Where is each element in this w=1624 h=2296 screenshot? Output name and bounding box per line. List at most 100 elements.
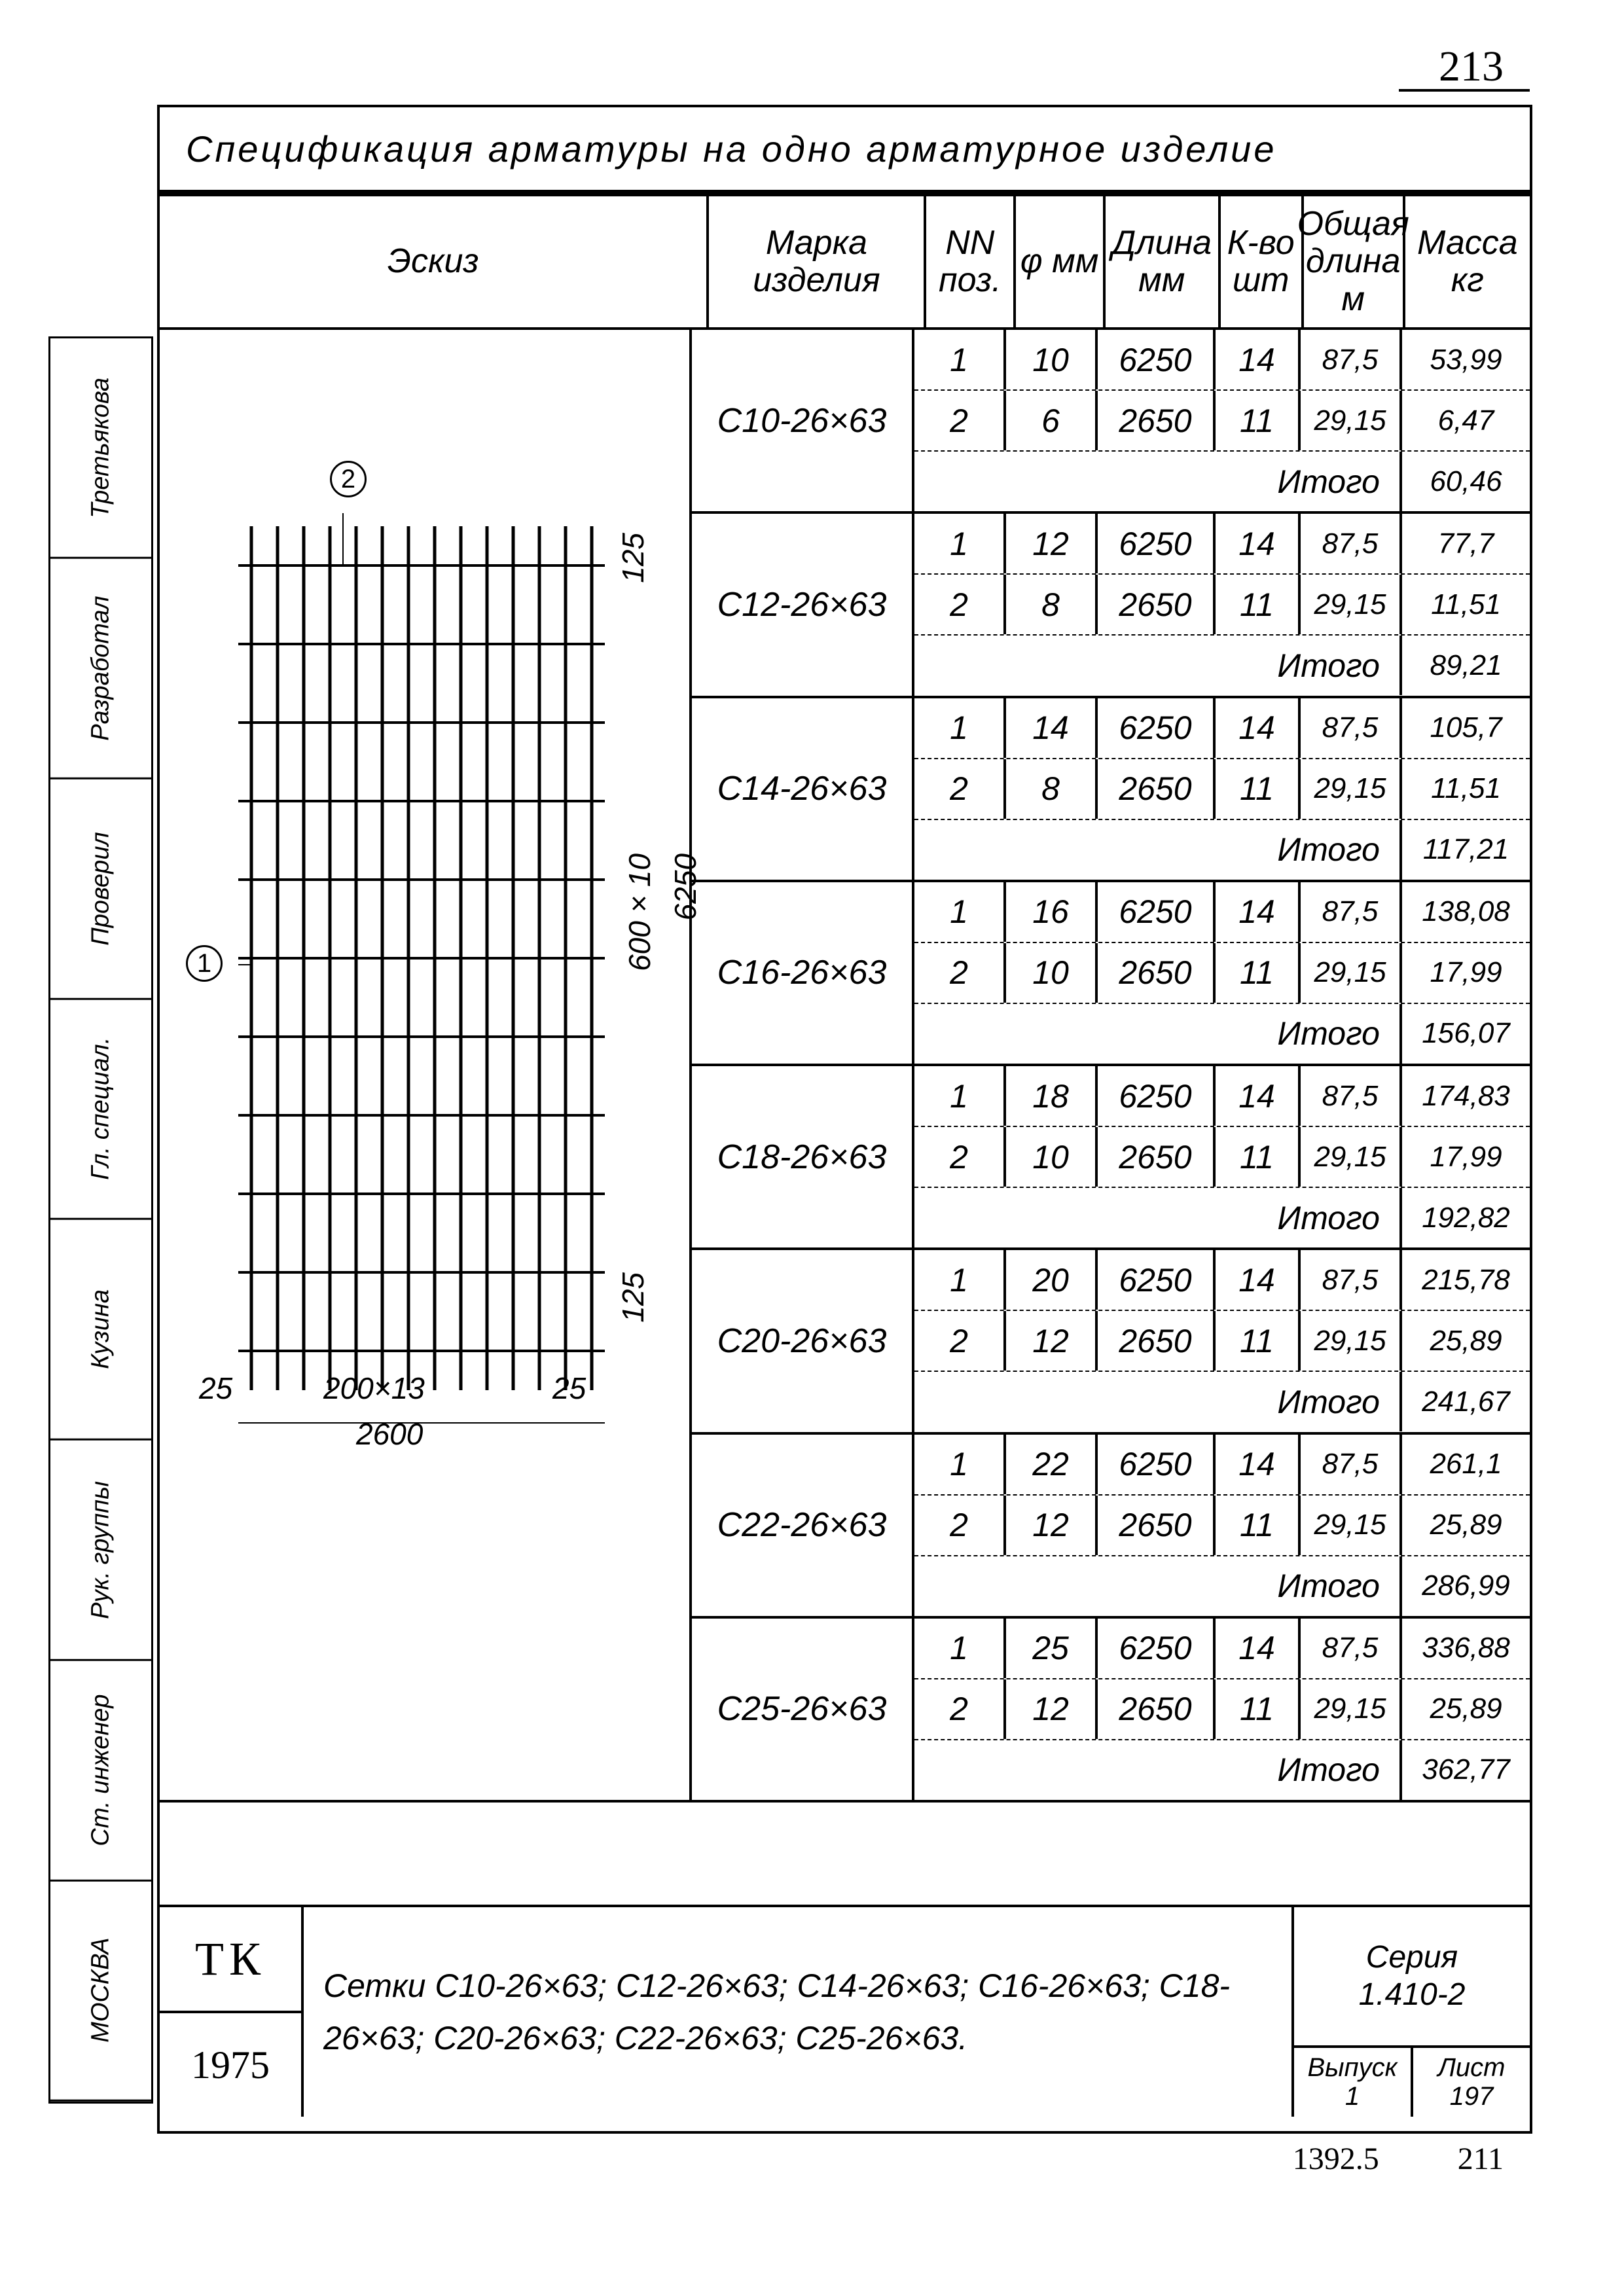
cell: 6 (1006, 391, 1098, 450)
cell: 25,89 (1402, 1496, 1530, 1555)
tb-vypusk: Выпуск 1 (1294, 2048, 1413, 2117)
cell: 16 (1006, 882, 1098, 942)
cell: 8 (1006, 759, 1098, 819)
cell: 8 (1006, 575, 1098, 634)
itogo-row: Итого286,99 (914, 1556, 1530, 1616)
table-row: 11462501487,5105,7 (914, 698, 1530, 759)
itogo-row: Итого117,21 (914, 820, 1530, 880)
bind-f: Проверил (50, 780, 151, 1000)
spacer (160, 1803, 1530, 1907)
group-rows: 12062501487,5215,7821226501129,1525,89Ит… (914, 1250, 1530, 1431)
binding-strip: МОСКВА Ст. инженер Рук. группы Кузина Гл… (48, 336, 153, 2104)
cell: 12 (1006, 514, 1098, 573)
tb-list-lbl: Лист (1438, 2053, 1506, 2082)
cell: 29,15 (1301, 1127, 1402, 1187)
cell: 6250 (1098, 882, 1216, 942)
cell: 2 (914, 1496, 1006, 1555)
cell: 6,47 (1402, 391, 1530, 450)
cell: 20 (1006, 1250, 1098, 1310)
cell: 14 (1216, 882, 1301, 942)
itogo-value: 156,07 (1402, 1004, 1530, 1064)
cell: 18 (1006, 1066, 1098, 1126)
table-row: 2826501129,1511,51 (914, 575, 1530, 636)
cell: 22 (1006, 1435, 1098, 1494)
hdr-kvo: К-во шт (1221, 196, 1304, 327)
cell: 11 (1216, 1127, 1301, 1187)
cell: 87,5 (1301, 514, 1402, 573)
tb-seria-lbl: Серия (1366, 1939, 1458, 1977)
cell: 1 (914, 514, 1006, 573)
group-rows: 12262501487,5261,121226501129,1525,89Ито… (914, 1435, 1530, 1616)
cell: 29,15 (1301, 943, 1402, 1003)
group-rows: 11262501487,577,72826501129,1511,51Итого… (914, 514, 1530, 695)
bind-a: МОСКВА (50, 1881, 151, 2102)
cell: 6250 (1098, 514, 1216, 573)
cell: 14 (1216, 1066, 1301, 1126)
group: С25-26×6312562501487,5336,8821226501129,… (692, 1619, 1530, 1800)
cell: 1 (914, 330, 1006, 389)
groups-container: С10-26×6311062501487,553,992626501129,15… (692, 330, 1530, 1800)
tb-list-val: 197 (1450, 2082, 1494, 2111)
tb-seria: Серия 1.410-2 (1294, 1907, 1530, 2048)
hdr-dlina: Длина мм (1106, 196, 1221, 327)
dim-125a: 125 (615, 533, 651, 583)
itogo-label: Итого (914, 1188, 1402, 1247)
itogo-row: Итого192,82 (914, 1188, 1530, 1247)
footer-a: 1392.5 (1293, 2141, 1379, 2177)
cell: 6250 (1098, 1066, 1216, 1126)
group: С14-26×6311462501487,5105,72826501129,15… (692, 698, 1530, 882)
hdr-massa: Масса кг (1405, 196, 1530, 327)
page-number-rule (1399, 89, 1530, 92)
cell: 87,5 (1301, 330, 1402, 389)
table-row: 11862501487,5174,83 (914, 1066, 1530, 1127)
itogo-label: Итого (914, 1556, 1402, 1616)
footer-numbers: 1392.5 211 (1293, 2141, 1504, 2177)
itogo-label: Итого (914, 636, 1402, 695)
cell: 87,5 (1301, 1619, 1402, 1678)
table-row: 11662501487,5138,08 (914, 882, 1530, 943)
group: С12-26×6311262501487,577,72826501129,151… (692, 514, 1530, 698)
cell: 6250 (1098, 1250, 1216, 1310)
bind-h: Третьякова (50, 338, 151, 559)
cell: 2650 (1098, 759, 1216, 819)
table-row: 2826501129,1511,51 (914, 759, 1530, 820)
bind-c: Рук. группы (50, 1441, 151, 1661)
table-row: 21226501129,1525,89 (914, 1311, 1530, 1372)
cell: 14 (1216, 1435, 1301, 1494)
cell: 29,15 (1301, 391, 1402, 450)
itogo-value: 89,21 (1402, 636, 1530, 695)
cell: 1 (914, 1435, 1006, 1494)
tb-vypusk-val: 1 (1345, 2082, 1360, 2111)
cell: 2 (914, 759, 1006, 819)
tb-right: Серия 1.410-2 Выпуск 1 Лист 197 (1294, 1907, 1530, 2117)
cell: 1 (914, 1250, 1006, 1310)
group: С10-26×6311062501487,553,992626501129,15… (692, 330, 1530, 514)
dim-h-note: 200×13 (323, 1371, 425, 1406)
itogo-value: 117,21 (1402, 820, 1530, 880)
cell: 10 (1006, 330, 1098, 389)
cell: 11,51 (1402, 759, 1530, 819)
footer-b: 211 (1458, 2141, 1504, 2177)
table-row: 12562501487,5336,88 (914, 1619, 1530, 1679)
cell: 1 (914, 882, 1006, 942)
group-rows: 11862501487,5174,8321026501129,1517,99Ит… (914, 1066, 1530, 1247)
group: С20-26×6312062501487,5215,7821226501129,… (692, 1250, 1530, 1434)
cell: 6250 (1098, 1619, 1216, 1678)
grid-svg (238, 513, 605, 1429)
group-marka: С14-26×63 (692, 698, 914, 880)
group-marka: С16-26×63 (692, 882, 914, 1064)
bind-d: Кузина (50, 1220, 151, 1441)
cell: 87,5 (1301, 882, 1402, 942)
group-marka: С12-26×63 (692, 514, 914, 695)
table-row: 2626501129,156,47 (914, 391, 1530, 452)
tb-seria-val: 1.410-2 (1359, 1976, 1466, 2014)
itogo-label: Итого (914, 820, 1402, 880)
cell: 11 (1216, 1311, 1301, 1371)
cell: 12 (1006, 1496, 1098, 1555)
cell: 87,5 (1301, 1435, 1402, 1494)
cell: 14 (1216, 698, 1301, 758)
cell: 11 (1216, 943, 1301, 1003)
cell: 1 (914, 698, 1006, 758)
cell: 14 (1216, 1250, 1301, 1310)
table-row: 21026501129,1517,99 (914, 943, 1530, 1004)
